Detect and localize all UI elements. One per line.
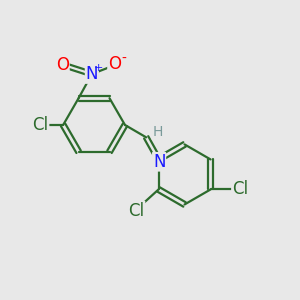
- Text: O: O: [108, 55, 121, 73]
- Text: Cl: Cl: [32, 116, 49, 134]
- Text: +: +: [94, 63, 103, 73]
- Text: -: -: [122, 52, 127, 66]
- Text: H: H: [152, 125, 163, 139]
- Text: Cl: Cl: [128, 202, 145, 220]
- Text: N: N: [153, 153, 165, 171]
- Text: N: N: [85, 65, 98, 83]
- Text: O: O: [56, 56, 69, 74]
- Text: Cl: Cl: [232, 181, 248, 199]
